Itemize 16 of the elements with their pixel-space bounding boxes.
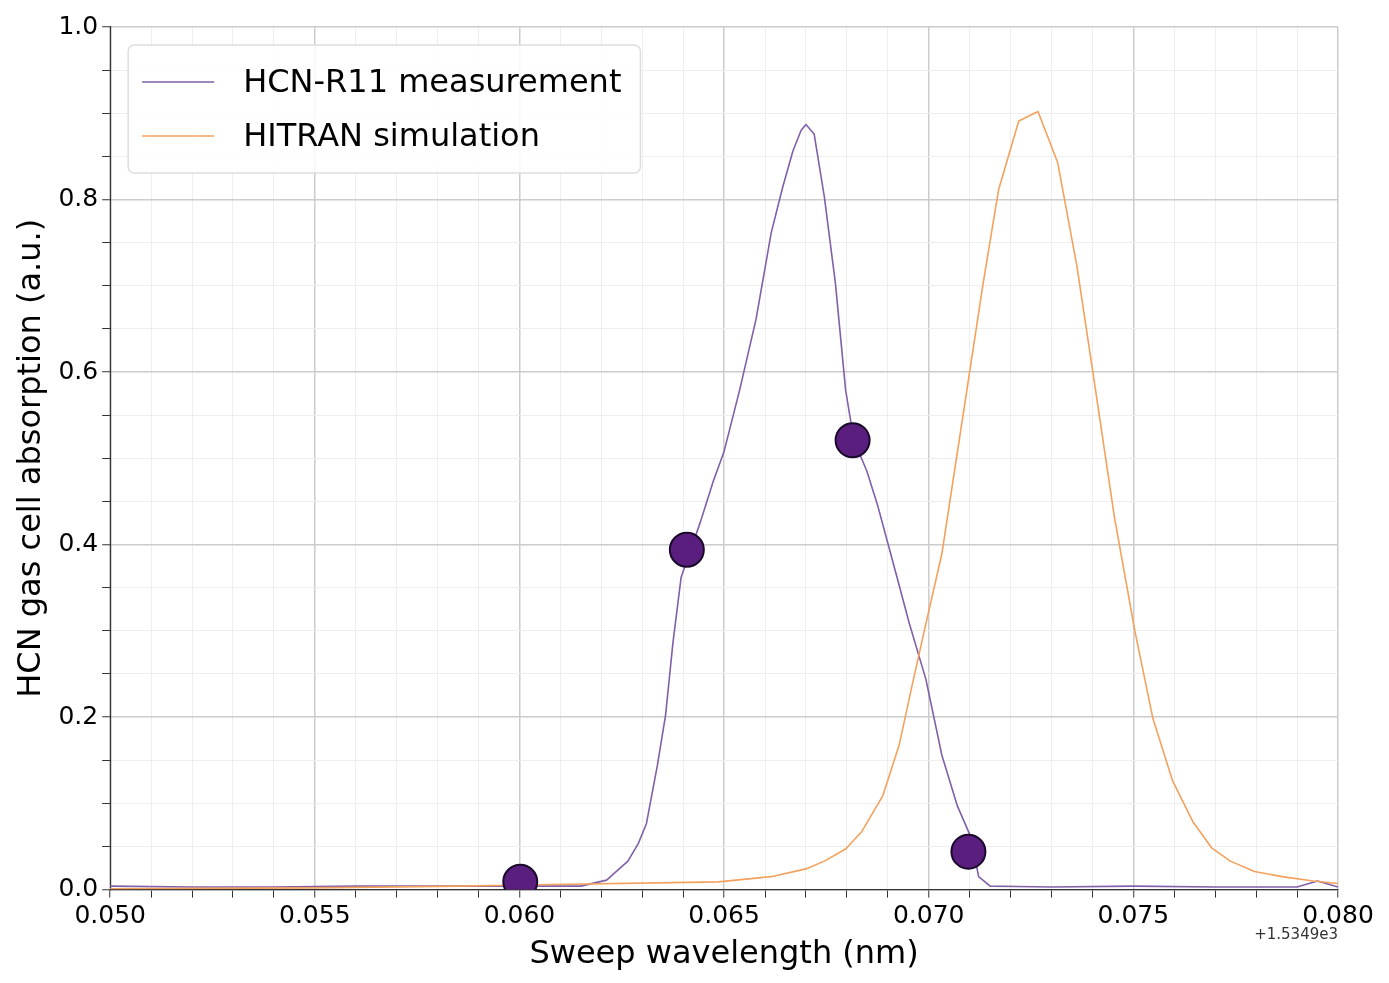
y-tick-label: 0.6: [58, 355, 99, 385]
y-tick-label: 0.8: [58, 183, 99, 213]
y-tick-label: 0.0: [58, 873, 99, 903]
legend-label: HITRAN simulation: [243, 116, 540, 155]
x-tick-label: 0.075: [1097, 900, 1170, 930]
x-tick-label: 0.070: [892, 900, 965, 930]
legend-label: HCN-R11 measurement: [243, 62, 622, 101]
x-tick-label: 0.050: [74, 900, 146, 930]
y-tick-label: 1.0: [58, 10, 99, 40]
x-tick-label: 0.060: [483, 900, 556, 930]
y-tick-label: 0.2: [58, 700, 99, 730]
y-axis-title: HCN gas cell absorption (a.u.): [9, 218, 48, 698]
y-tick-label: 0.4: [58, 528, 99, 558]
x-axis-title: Sweep wavelength (nm): [529, 933, 919, 972]
x-tick-label: 0.055: [279, 900, 351, 930]
x-tick-label: 0.065: [688, 900, 760, 930]
